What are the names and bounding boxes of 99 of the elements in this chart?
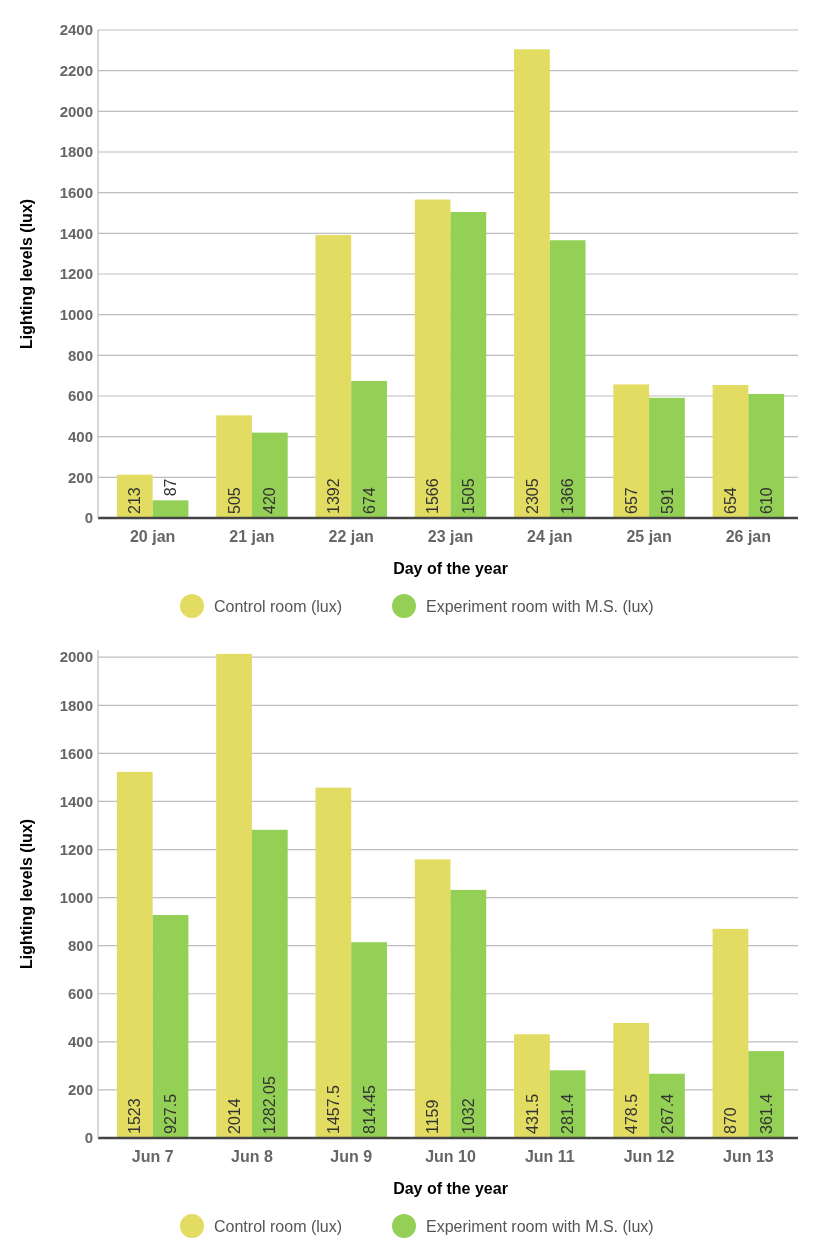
y-tick-label: 1400 [59,224,93,242]
data-label: 1392 [324,478,342,514]
y-tick-label: 1800 [59,696,93,714]
y-tick-label: 1400 [59,792,93,810]
data-label: 361.4 [757,1093,775,1134]
bar [315,787,352,1138]
bar [414,199,451,518]
y-tick-label: 2000 [59,102,93,120]
bar [414,859,451,1138]
y-tick-label: 0 [84,509,93,527]
y-tick-label: 1800 [59,143,93,161]
x-tick-label: 24 jan [527,528,573,545]
y-tick-label: 1200 [59,840,93,858]
bar [116,771,153,1138]
data-label: 505 [225,487,243,514]
data-label: 591 [658,487,676,514]
bar [351,380,387,518]
data-label: 2014 [225,1098,243,1134]
data-label: 654 [722,487,740,514]
x-axis-title: Day of the year [393,560,508,577]
bar [514,1034,550,1138]
x-tick-label: Jun 10 [425,1148,476,1165]
x-tick-label: Jun 12 [623,1148,675,1165]
bar [549,240,586,518]
data-label: 1366 [559,478,577,514]
bar [712,928,749,1138]
data-label: 1505 [459,478,477,514]
y-tick-label: 600 [67,985,93,1003]
y-tick-label: 200 [67,1081,93,1099]
x-tick-label: Jun 13 [723,1148,774,1165]
bar [450,889,487,1138]
legend-label: Experiment room with M.S. (lux) [426,1217,654,1235]
y-tick-label: 800 [67,346,93,364]
x-tick-label: Jun 7 [131,1148,174,1165]
x-tick-label: 26 jan [725,528,772,545]
bar [649,397,685,518]
data-label: 657 [622,487,640,514]
x-tick-label: 21 jan [229,528,275,545]
data-label: 2305 [523,478,541,514]
y-tick-label: 800 [67,936,93,954]
data-label: 870 [722,1107,740,1134]
x-tick-label: Jun 9 [330,1148,373,1165]
data-label: 267.4 [658,1093,676,1134]
bar [216,415,252,518]
x-tick-label: Jun 11 [524,1148,575,1165]
bar [748,393,785,518]
legend-label: Control room (lux) [214,597,343,615]
data-label: 87 [162,478,180,497]
bar [613,1022,650,1138]
data-label: 431.5 [523,1093,541,1134]
y-tick-label: 200 [67,468,93,486]
y-tick-label: 1000 [59,305,93,323]
data-label: 1032 [459,1098,477,1134]
data-label: 610 [757,487,775,514]
y-tick-label: 2400 [59,21,93,39]
bar [315,234,352,518]
y-tick-label: 0 [84,1129,93,1147]
data-label: 927.5 [162,1093,180,1134]
data-label: 1159 [424,1099,442,1134]
bar [748,1051,785,1138]
y-axis-title: Lighting levels (lux) [18,818,35,970]
y-axis-title: Lighting levels (lux) [18,198,35,350]
bar [152,500,189,518]
data-label: 420 [261,487,279,514]
y-tick-label: 400 [67,427,93,445]
bar [351,942,387,1138]
y-tick-label: 1200 [59,265,93,283]
bar [251,432,288,518]
y-tick-label: 2200 [59,61,93,79]
x-axis-title: Day of the year [393,1180,508,1197]
x-tick-label: 23 jan [427,528,474,545]
data-label: 281.4 [559,1093,577,1134]
data-label: 1457.5 [324,1084,342,1134]
bar [450,211,487,518]
y-tick-label: 1000 [59,888,93,906]
y-tick-label: 2000 [59,648,93,666]
bar [613,384,650,518]
x-tick-label: Jun 8 [231,1148,273,1165]
y-tick-label: 1600 [59,183,93,201]
bar [216,653,252,1138]
y-tick-label: 600 [67,387,93,405]
y-tick-label: 1600 [59,744,93,762]
bar [251,829,288,1138]
data-label: 1523 [126,1098,144,1134]
data-label: 814.45 [360,1084,378,1134]
data-label: 1282.05 [261,1076,279,1134]
x-tick-label: 20 jan [129,528,176,545]
legend-label: Experiment room with M.S. (lux) [426,597,654,615]
bar [712,385,749,518]
data-label: 213 [126,487,144,514]
x-tick-label: 22 jan [328,528,374,545]
data-label: 674 [360,487,378,514]
x-tick-label: 25 jan [626,528,672,545]
bar [514,49,550,518]
data-label: 478.5 [622,1093,640,1134]
legend-label: Control room (lux) [214,1217,343,1235]
bar [152,915,189,1138]
y-tick-label: 400 [67,1033,93,1051]
data-label: 1566 [424,478,442,514]
